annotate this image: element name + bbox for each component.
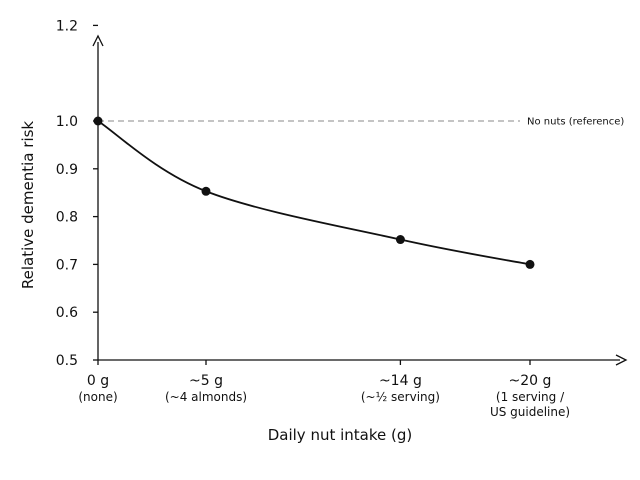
x-tick-label: ~14 g bbox=[379, 373, 422, 389]
data-point bbox=[395, 235, 405, 245]
x-ticks: 0 g(none) ~5 g(~4 almonds) ~14 g(~½ servin… bbox=[78, 360, 570, 419]
y-ticks: 0.5 0.6 0.7 0.8 0.9 1.0 1.2 bbox=[56, 18, 98, 369]
data-point bbox=[93, 116, 103, 126]
y-tick-label: 0.8 bbox=[56, 210, 78, 226]
data-point bbox=[201, 186, 211, 196]
reference-line-label: No nuts (reference) bbox=[527, 117, 624, 128]
x-axis-title: Daily nut intake (g) bbox=[268, 426, 413, 444]
x-tick-label: ~5 g bbox=[189, 373, 223, 389]
y-tick-label: 1.2 bbox=[56, 18, 78, 34]
series-line bbox=[97, 120, 531, 266]
y-tick-label: 0.5 bbox=[56, 353, 78, 369]
x-tick-sublabel: (1 serving / bbox=[496, 390, 565, 404]
series-group bbox=[93, 116, 535, 269]
data-point bbox=[525, 259, 535, 269]
y-axis-arrow bbox=[92, 34, 104, 47]
x-tick-label: 0 g bbox=[87, 373, 109, 389]
x-tick-sublabel: (~4 almonds) bbox=[165, 390, 247, 404]
x-tick-label: ~20 g bbox=[509, 373, 552, 389]
x-tick-sublabel: (~½ serving) bbox=[361, 390, 440, 404]
x-axis bbox=[98, 354, 628, 366]
y-tick-label: 0.9 bbox=[56, 162, 78, 178]
x-tick-sublabel: US guideline) bbox=[490, 405, 570, 419]
y-axis-title: Relative dementia risk bbox=[19, 121, 37, 290]
x-tick-sublabel: (none) bbox=[78, 390, 117, 404]
x-axis-arrow bbox=[615, 354, 628, 366]
y-tick-label: 0.7 bbox=[56, 257, 78, 273]
y-tick-label: 0.6 bbox=[56, 305, 78, 321]
reference-line-group: No nuts (reference) bbox=[98, 117, 624, 128]
y-tick-label: 1.0 bbox=[56, 114, 78, 130]
y-axis bbox=[92, 34, 104, 360]
